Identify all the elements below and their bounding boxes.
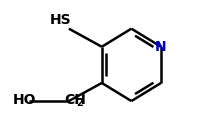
Text: HS: HS (50, 13, 72, 27)
Text: 2: 2 (76, 98, 83, 108)
Text: CH: CH (64, 93, 86, 107)
Text: HO: HO (13, 93, 36, 107)
Text: N: N (155, 40, 167, 54)
